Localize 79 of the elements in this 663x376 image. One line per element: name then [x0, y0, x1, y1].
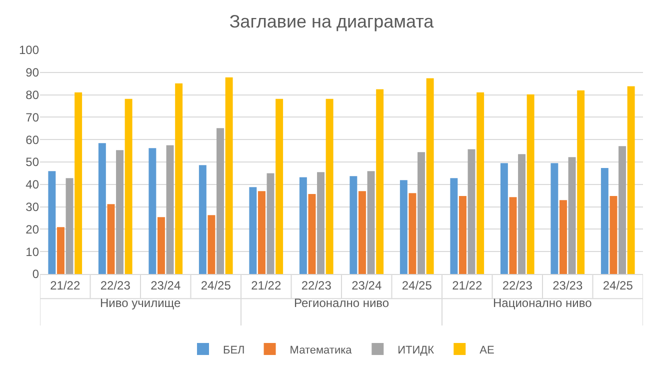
bar	[367, 171, 375, 274]
bar	[408, 193, 416, 274]
legend-label: БЕЛ	[223, 344, 245, 356]
x-tick-label: 21/22	[251, 278, 282, 292]
x-tick-label: 22/23	[100, 278, 131, 292]
bar	[526, 94, 534, 274]
bar	[48, 171, 56, 274]
bar	[627, 86, 635, 274]
bar	[66, 178, 74, 274]
bar	[276, 98, 284, 274]
bar	[56, 227, 64, 274]
bar	[166, 145, 174, 274]
bar	[74, 92, 82, 274]
x-tick-label: 21/22	[452, 278, 482, 292]
y-tick-label: 90	[26, 66, 40, 80]
text: Национално ниво	[493, 296, 592, 310]
y-tick-label: 50	[26, 155, 40, 170]
y-tick-label: 20	[26, 222, 40, 236]
y-tick-label: 80	[26, 88, 40, 102]
bar	[400, 180, 408, 274]
bar	[450, 178, 458, 274]
bar	[116, 150, 124, 274]
bar	[518, 154, 526, 274]
bar	[308, 194, 316, 274]
bar	[600, 168, 608, 274]
bar	[426, 78, 434, 274]
x-tick-label: 24/25	[200, 278, 232, 292]
bar	[358, 191, 366, 274]
text: Регионално ниво	[294, 296, 390, 310]
x-tick-label: 23/23	[552, 278, 583, 292]
bar	[418, 152, 426, 274]
x-tick-label: 24/25	[602, 278, 634, 292]
bar	[326, 98, 334, 274]
bar	[500, 163, 508, 274]
bar	[198, 165, 206, 274]
y-tick-label: 40	[26, 178, 40, 192]
y-tick-label: 30	[26, 200, 40, 214]
bar	[468, 149, 476, 274]
bar	[550, 163, 558, 274]
bar	[559, 200, 567, 274]
x-tick-label: 22/23	[301, 278, 332, 292]
x-tick-label: 23/24	[150, 278, 181, 292]
bar	[107, 204, 115, 274]
y-tick-label: 60	[26, 132, 40, 147]
y-tick-label: 70	[26, 110, 40, 124]
bar	[175, 83, 183, 274]
bar	[458, 196, 466, 274]
bar	[299, 177, 307, 274]
bar	[509, 197, 517, 274]
x-tick-label: 24/25	[402, 278, 432, 292]
x-tick-label: 22/23	[502, 278, 533, 292]
bar	[266, 173, 274, 274]
bar	[225, 77, 233, 274]
bar	[124, 98, 132, 274]
bar	[98, 143, 106, 274]
bar	[568, 157, 576, 274]
bar	[258, 191, 266, 274]
x-tick-label: 21/22	[50, 278, 80, 292]
bar	[216, 128, 224, 274]
legend-label: АЕ	[480, 344, 494, 356]
y-tick-label: 10	[26, 244, 40, 259]
x-tick-label: 23/24	[352, 278, 382, 292]
y-tick-label: 100	[18, 43, 40, 58]
y-tick-label: 0	[32, 267, 40, 282]
bar	[350, 176, 358, 274]
legend-label: ИТИДК	[398, 344, 435, 356]
bar	[317, 172, 325, 274]
chart-title: Заглавие на диаграмата	[229, 12, 435, 32]
bar	[618, 146, 626, 274]
bar	[157, 217, 165, 274]
bar	[610, 196, 618, 274]
bar	[249, 187, 257, 274]
bar	[376, 89, 384, 274]
text: Ниво училище	[100, 296, 182, 310]
bar	[577, 90, 585, 274]
bar	[476, 92, 484, 274]
bar	[148, 148, 156, 274]
legend-label: Математика	[290, 344, 353, 356]
bar	[208, 215, 216, 274]
